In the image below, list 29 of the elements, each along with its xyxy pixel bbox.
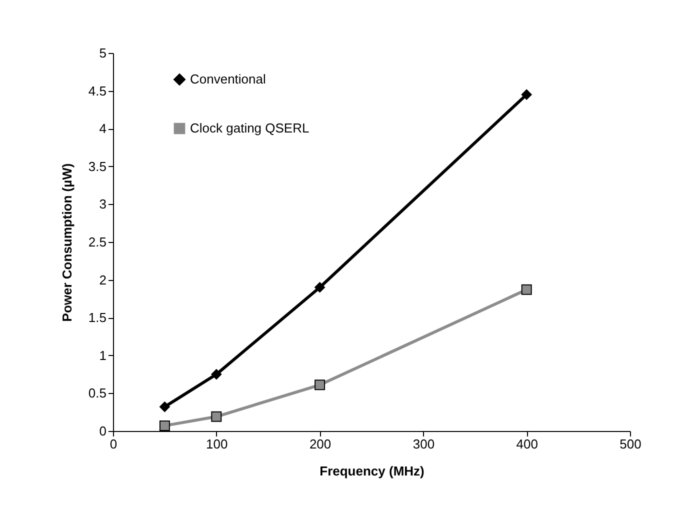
point [211, 411, 222, 422]
y-tick-label: 1.5 [88, 310, 106, 326]
y-tick-label: 3.5 [88, 158, 106, 174]
y-tick-label: 2 [99, 272, 106, 288]
point [521, 89, 532, 100]
point [211, 369, 222, 380]
x-tick-label: 300 [412, 436, 435, 452]
legend-label: Conventional [190, 72, 266, 86]
point [159, 402, 170, 412]
y-axis-title: Power Consumption (µW) [59, 163, 74, 322]
y-tick-label: 4 [99, 121, 106, 136]
x-tick-label: 100 [206, 436, 228, 452]
y-tick-label: 4.5 [88, 83, 106, 98]
y-tick-label: 5 [99, 46, 106, 60]
point [159, 420, 170, 431]
point [521, 284, 532, 295]
legend-label: Clock gating QSERL [190, 120, 310, 136]
x-tick-label: 200 [309, 436, 332, 452]
x-tick-label: 400 [516, 436, 538, 452]
point [314, 282, 326, 293]
y-tick-label: 0 [99, 424, 106, 438]
y-tick-label: 1 [99, 348, 106, 363]
point [314, 380, 326, 390]
y-tick-label: 0.5 [88, 386, 106, 401]
y-tick-label: 3 [99, 196, 106, 212]
x-tick-label: 0 [110, 436, 118, 452]
y-tick-label: 2.5 [88, 234, 106, 250]
x-tick-label: 500 [620, 436, 642, 452]
x-axis-title: Frequency (MHz) [320, 464, 424, 478]
